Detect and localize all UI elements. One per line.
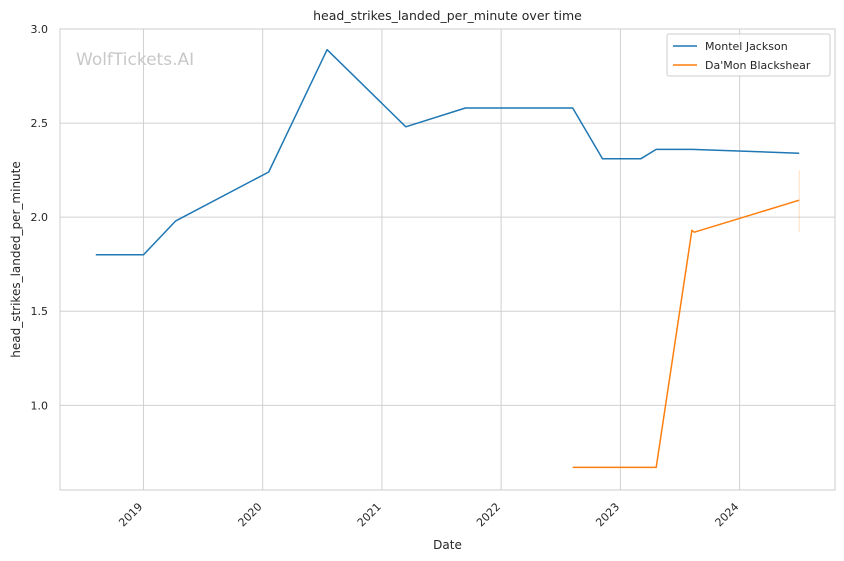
x-axis-title: Date [433,538,462,552]
legend: Montel Jackson Da'Mon Blackshear [666,33,831,77]
legend-label-da-mon-blackshear: Da'Mon Blackshear [705,59,811,72]
series-layer [95,48,800,469]
legend-label-montel-jackson: Montel Jackson [705,40,788,53]
legend-box [666,33,831,77]
y-axis-title: head_strikes_landed_per_minute [9,161,23,358]
y-tick-label-1.5: 1.5 [31,305,49,318]
y-tick-labels: 1.0 1.5 2.0 2.5 3.0 [31,23,49,412]
y-tick-label-1.0: 1.0 [31,399,49,412]
series-line-montel-jackson [95,48,800,256]
y-tick-label-3.0: 3.0 [31,23,49,36]
y-tick-label-2.0: 2.0 [31,211,49,224]
chart-title: head_strikes_landed_per_minute over time [313,8,582,23]
plot-area-frame [59,28,836,491]
series-line-da-mon-blackshear [572,199,800,469]
y-tick-label-2.5: 2.5 [31,117,49,130]
watermark-text: WolfTickets.AI [76,50,194,70]
